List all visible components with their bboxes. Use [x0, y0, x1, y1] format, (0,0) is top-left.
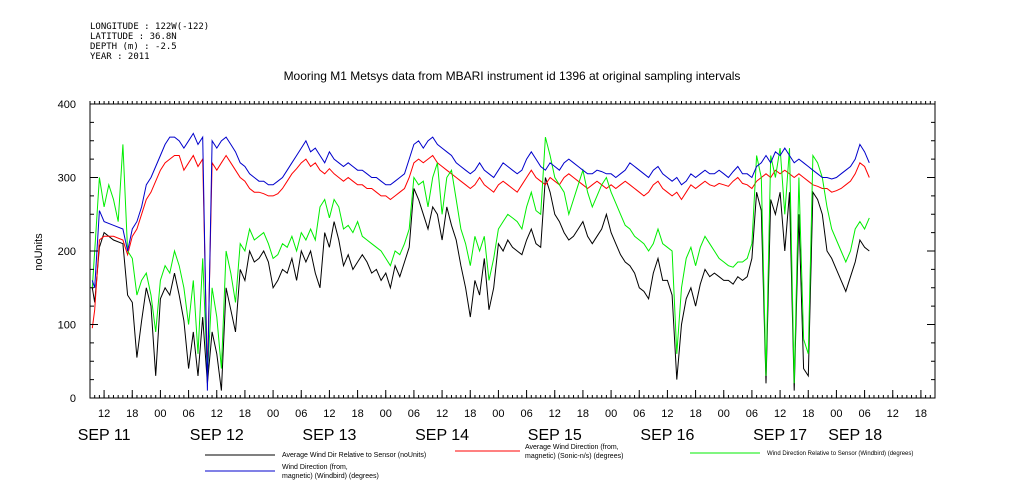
- chart-title: Mooring M1 Metsys data from MBARI instru…: [284, 69, 741, 83]
- series-line-0: [91, 177, 870, 391]
- x-hour-label-10: 00: [380, 408, 392, 420]
- x-hour-label-13: 18: [464, 408, 476, 420]
- x-day-label-7: SEP 18: [828, 427, 882, 444]
- x-hour-label-27: 06: [858, 408, 870, 420]
- y-tick-label-0: 0: [70, 393, 76, 405]
- meta-depth: DEPTH (m) : -2.5: [90, 42, 177, 52]
- meta-year: YEAR : 2011: [90, 52, 150, 62]
- x-hour-label-4: 12: [211, 408, 223, 420]
- x-hour-label-8: 12: [323, 408, 335, 420]
- x-hour-label-6: 00: [267, 408, 279, 420]
- x-hour-label-5: 18: [239, 408, 251, 420]
- y-axis-label: noUnits: [33, 233, 45, 271]
- legend-label-0: Average Wind Dir Relative to Sensor (noU…: [282, 452, 426, 459]
- x-day-label-6: SEP 17: [753, 427, 807, 444]
- x-hour-label-15: 06: [520, 408, 532, 420]
- x-hour-label-9: 18: [351, 408, 363, 420]
- legend-label-1: magnetic) (Sonic-n/s) (degrees): [525, 453, 623, 460]
- x-day-label-1: SEP 12: [190, 427, 244, 444]
- x-hour-label-19: 06: [633, 408, 645, 420]
- series-layer: [91, 132, 870, 391]
- x-day-label-0: SEP 11: [78, 427, 131, 444]
- x-hour-label-12: 12: [436, 408, 448, 420]
- x-hour-label-14: 00: [492, 408, 504, 420]
- x-hour-label-21: 18: [689, 408, 701, 420]
- x-day-label-3: SEP 14: [415, 427, 469, 444]
- legend: Average Wind Dir Relative to Sensor (noU…: [205, 444, 913, 480]
- x-hour-label-17: 18: [577, 408, 589, 420]
- x-hour-label-22: 00: [718, 408, 730, 420]
- series-line-1: [91, 154, 870, 376]
- meta-latitude: LATITUDE : 36.8N: [90, 32, 177, 42]
- x-hour-label-2: 00: [154, 408, 166, 420]
- x-hour-label-1: 18: [126, 408, 138, 420]
- x-day-label-2: SEP 13: [302, 427, 356, 444]
- x-hour-label-0: 12: [98, 408, 110, 420]
- series-line-3: [91, 132, 870, 391]
- y-tick-label-4: 400: [58, 99, 76, 111]
- x-hour-label-28: 12: [887, 408, 899, 420]
- x-hour-label-11: 06: [408, 408, 420, 420]
- series-line-2: [91, 136, 870, 384]
- x-hour-label-7: 06: [295, 408, 307, 420]
- x-hour-label-18: 00: [605, 408, 617, 420]
- legend-label-2: Wind Direction Relative to Sensor (Windb…: [767, 451, 913, 457]
- meta-longitude: LONGITUDE : 122W(-122): [90, 22, 210, 32]
- legend-label-3: magnetic) (Windbird) (degrees): [282, 473, 379, 480]
- axis-layer: 0 100 200 300 400 12 18 00 06 12 18 00 06 12 18 00 06 12 1…: [58, 99, 936, 444]
- x-hour-label-3: 06: [182, 408, 194, 420]
- y-tick-label-3: 300: [58, 173, 76, 185]
- x-hour-label-23: 06: [746, 408, 758, 420]
- x-hour-label-24: 12: [774, 408, 786, 420]
- x-hour-label-25: 18: [802, 408, 814, 420]
- y-tick-label-1: 100: [58, 320, 76, 332]
- x-day-label-4: SEP 15: [528, 427, 582, 444]
- x-hour-label-16: 12: [549, 408, 561, 420]
- legend-label-1: Average Wind Direction (from,: [525, 444, 619, 451]
- x-hour-label-26: 00: [830, 408, 842, 420]
- x-day-label-5: SEP 16: [640, 427, 694, 444]
- legend-label-3: Wind Direction (from,: [282, 464, 348, 471]
- x-hour-label-29: 18: [915, 408, 927, 420]
- y-tick-label-2: 200: [58, 246, 76, 258]
- x-hour-label-20: 12: [661, 408, 673, 420]
